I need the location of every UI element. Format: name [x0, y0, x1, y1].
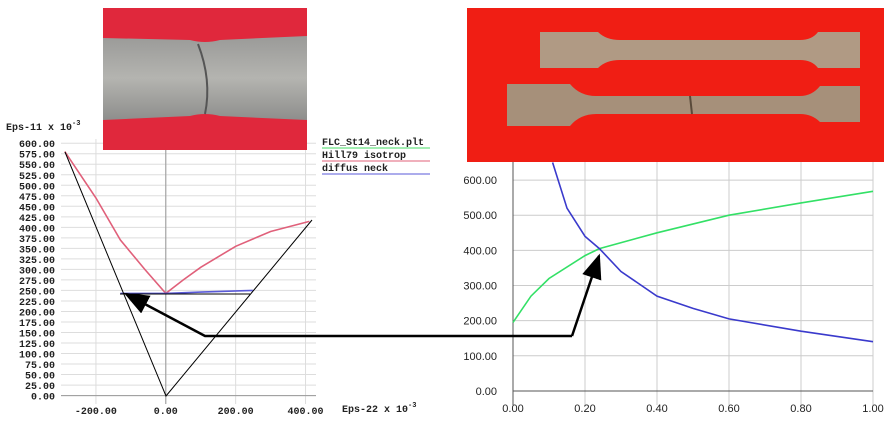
- y-tick-label: 75.00: [25, 361, 55, 372]
- y-tick-label: 50.00: [25, 372, 55, 383]
- x-tick-label: -200.00: [75, 407, 117, 418]
- right-panel: [452, 150, 886, 426]
- series-line: [65, 152, 310, 294]
- y-tick-label: 175.00: [19, 319, 55, 330]
- y-tick-label: 375.00: [19, 235, 55, 246]
- y-tick-label: 600.00: [463, 175, 497, 187]
- figure: Eps-11 x 10-3 Eps-22 x 10-3 0.0025.0050.…: [0, 0, 886, 426]
- y-tick-label: 250.00: [19, 287, 55, 298]
- x-axis-label: Eps-22 x 10-3: [342, 402, 416, 416]
- x-tick-label: 0.40: [646, 403, 667, 415]
- y-tick-label: 450.00: [19, 203, 55, 214]
- y-tick-label: 600.00: [19, 140, 55, 151]
- y-tick-label: 0.00: [476, 386, 497, 398]
- x-tick-label: 0.00: [154, 407, 178, 418]
- y-tick-label: 25.00: [25, 382, 55, 393]
- y-tick-label: 150.00: [19, 329, 55, 340]
- y-tick-label: 125.00: [19, 340, 55, 351]
- y-tick-label: 200.00: [19, 308, 55, 319]
- y-tick-label: 400.00: [19, 224, 55, 235]
- y-tick-label: 325.00: [19, 256, 55, 267]
- y-tick-label: 425.00: [19, 214, 55, 225]
- legend-label: Hill79 isotrop: [322, 150, 406, 162]
- y-tick-label: 0.00: [31, 393, 55, 404]
- y-tick-label: 100.00: [463, 351, 497, 363]
- y-tick-label: 550.00: [19, 161, 55, 172]
- y-tick-label: 575.00: [19, 151, 55, 162]
- photo-specimens: [467, 8, 884, 162]
- y-tick-label: 500.00: [463, 210, 497, 222]
- y-tick-label: 100.00: [19, 351, 55, 362]
- x-tick-label: 1.00: [862, 403, 883, 415]
- y-tick-label: 475.00: [19, 193, 55, 204]
- x-tick-label: 200.00: [218, 407, 254, 418]
- y-tick-label: 225.00: [19, 298, 55, 309]
- y-axis-label: Eps-11 x 10-3: [6, 120, 80, 134]
- x-tick-label: 400.00: [288, 407, 324, 418]
- x-tick-label: 0.60: [718, 403, 739, 415]
- y-tick-label: 525.00: [19, 172, 55, 183]
- y-tick-label: 350.00: [19, 245, 55, 256]
- y-tick-label: 500.00: [19, 182, 55, 193]
- y-tick-label: 200.00: [463, 316, 497, 328]
- y-tick-label: 400.00: [463, 245, 497, 257]
- y-tick-label: 300.00: [463, 281, 497, 293]
- x-tick-label: 0.20: [574, 403, 595, 415]
- photo-neck: [103, 8, 307, 150]
- left-chart: Eps-11 x 10-3 Eps-22 x 10-3 0.0025.0050.…: [6, 120, 430, 418]
- legend-label: FLC_St14_neck.plt: [322, 137, 424, 149]
- y-tick-label: 275.00: [19, 277, 55, 288]
- legend-label: diffus neck: [322, 163, 388, 175]
- x-tick-label: 0.80: [790, 403, 811, 415]
- y-tick-label: 300.00: [19, 266, 55, 277]
